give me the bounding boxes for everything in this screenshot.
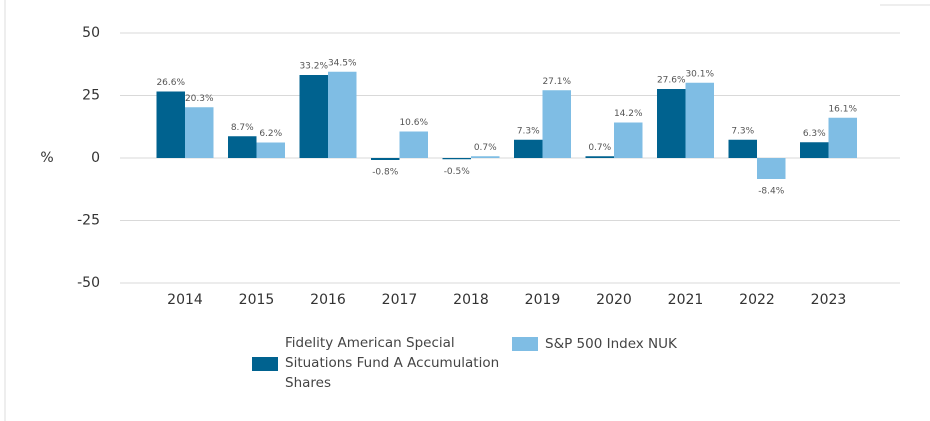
value-label: 8.7% bbox=[231, 123, 254, 133]
y-axis-label: % bbox=[40, 150, 53, 166]
x-tick-label: 2017 bbox=[382, 292, 418, 308]
x-tick-label: 2016 bbox=[310, 292, 346, 308]
value-label: 0.7% bbox=[474, 143, 497, 153]
bar bbox=[828, 117, 857, 158]
bar bbox=[542, 90, 571, 158]
value-label: 26.6% bbox=[156, 78, 185, 88]
bar bbox=[471, 156, 500, 158]
bar bbox=[256, 142, 285, 158]
y-tick-label: -25 bbox=[77, 213, 100, 229]
bar bbox=[757, 158, 786, 179]
x-tick-label: 2015 bbox=[239, 292, 275, 308]
bar bbox=[442, 158, 471, 160]
value-label: 16.1% bbox=[828, 104, 857, 114]
bar bbox=[585, 156, 614, 158]
bar bbox=[371, 158, 400, 160]
bar bbox=[299, 75, 328, 158]
legend-swatch bbox=[512, 337, 538, 351]
value-label: 6.3% bbox=[803, 129, 826, 139]
y-tick-label: 0 bbox=[91, 150, 100, 166]
bar bbox=[614, 122, 643, 158]
value-label: -0.8% bbox=[372, 168, 399, 178]
bar bbox=[728, 139, 757, 158]
x-tick-label: 2018 bbox=[453, 292, 489, 308]
x-tick-label: 2022 bbox=[739, 292, 775, 308]
value-label: 27.1% bbox=[542, 77, 571, 87]
y-tick-label: -50 bbox=[77, 275, 100, 291]
value-label: 33.2% bbox=[299, 62, 328, 72]
value-label: 14.2% bbox=[614, 109, 643, 119]
value-label: 27.6% bbox=[657, 76, 686, 86]
legend-swatch bbox=[252, 357, 278, 371]
value-label: 34.5% bbox=[328, 58, 357, 68]
legend-label: Fidelity American Special Situations Fun… bbox=[285, 335, 500, 391]
legend-label: S&P 500 Index NUK bbox=[545, 336, 677, 352]
y-tick-label: 25 bbox=[82, 88, 100, 104]
frame bbox=[4, 0, 930, 421]
value-label: 7.3% bbox=[517, 126, 540, 136]
value-label: 7.3% bbox=[731, 126, 754, 136]
x-tick-label: 2023 bbox=[811, 292, 847, 308]
x-tick-label: 2020 bbox=[596, 292, 632, 308]
value-label: 6.2% bbox=[259, 129, 282, 139]
x-tick-label: 2019 bbox=[525, 292, 561, 308]
bar bbox=[399, 131, 428, 158]
bar bbox=[685, 82, 714, 158]
y-tick-label: 50 bbox=[82, 25, 100, 41]
bar bbox=[185, 107, 214, 158]
x-tick-label: 2014 bbox=[167, 292, 203, 308]
value-label: 10.6% bbox=[399, 118, 428, 128]
value-label: 30.1% bbox=[685, 69, 714, 79]
value-label: -0.5% bbox=[444, 167, 471, 177]
x-tick-label: 2021 bbox=[668, 292, 704, 308]
value-label: 0.7% bbox=[588, 143, 611, 153]
bar bbox=[156, 91, 185, 158]
bar bbox=[657, 89, 686, 158]
value-label: -8.4% bbox=[758, 187, 785, 197]
bar bbox=[328, 71, 357, 158]
value-label: 20.3% bbox=[185, 94, 214, 104]
bar bbox=[800, 142, 829, 158]
bar bbox=[228, 136, 257, 158]
bar bbox=[514, 139, 543, 158]
